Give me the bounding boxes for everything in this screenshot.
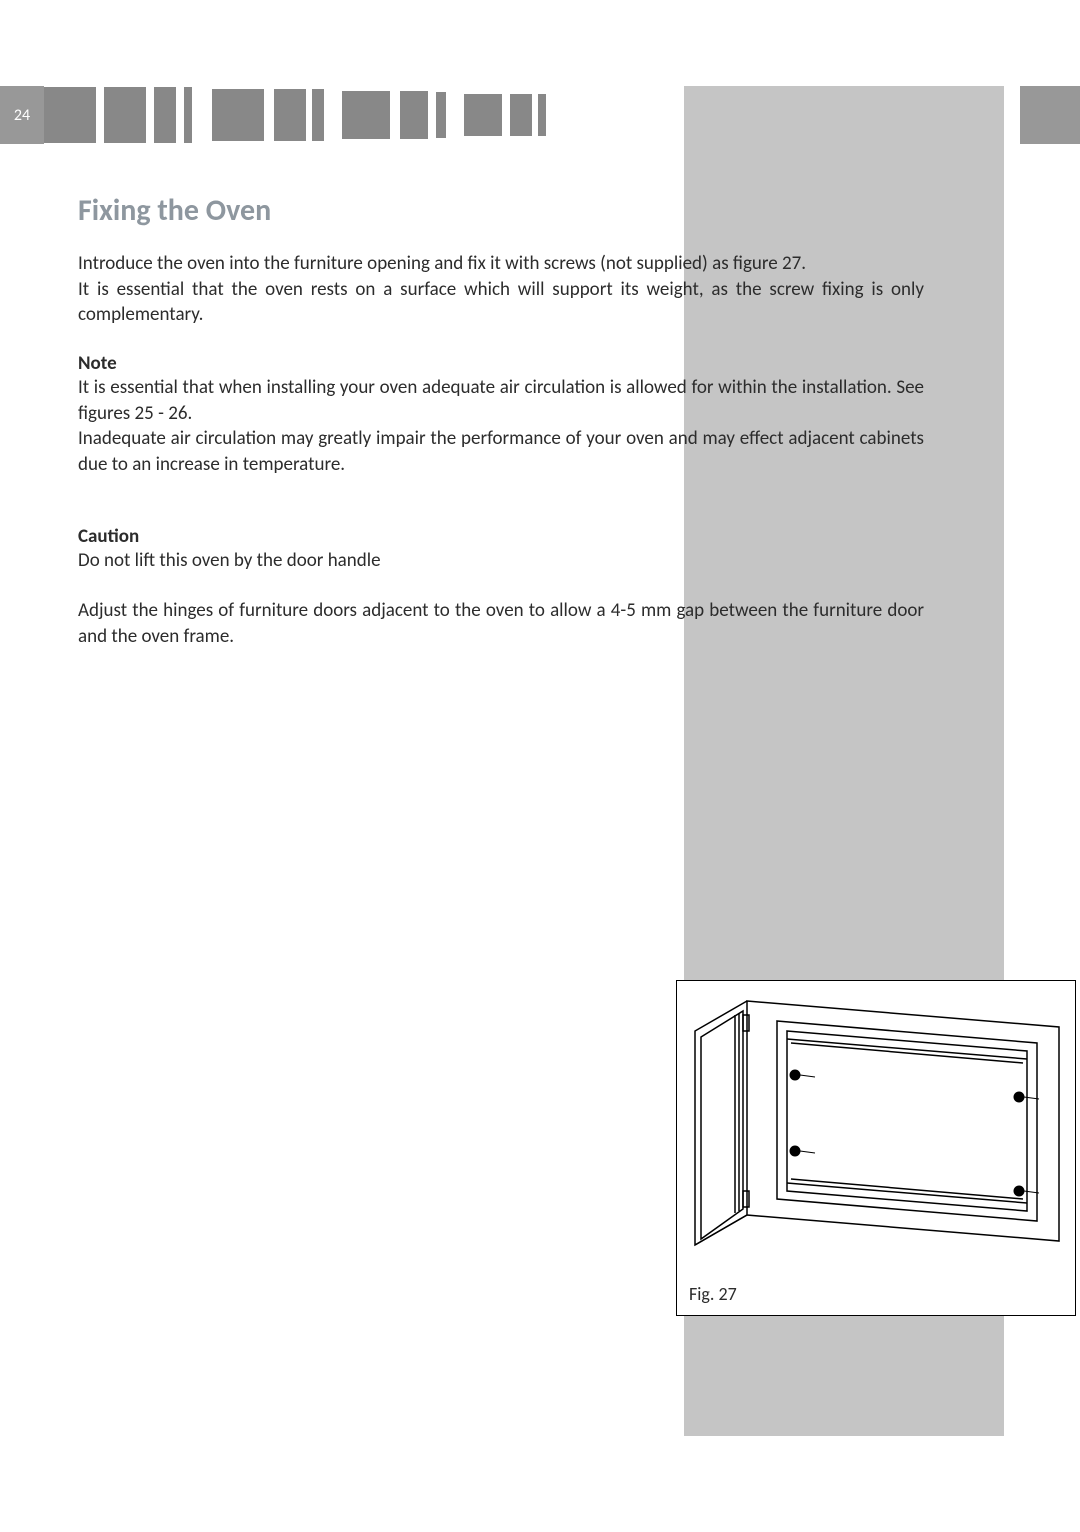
header-bar [184, 87, 192, 143]
caution-block: Caution Do not lift this oven by the doo… [78, 525, 924, 574]
header-decorative-bars [44, 86, 546, 144]
note-paragraph-1: It is essential that when installing you… [78, 375, 924, 426]
intro-paragraph-2: It is essential that the oven rests on a… [78, 277, 924, 328]
right-margin-strip [1020, 86, 1080, 144]
header-bar [104, 87, 146, 143]
header-bar [342, 91, 390, 139]
note-label: Note [78, 352, 924, 375]
header-bar [510, 94, 532, 136]
header-bar [312, 89, 324, 141]
figure-box: Fig. 27 [676, 980, 1076, 1316]
header-bar [212, 89, 264, 141]
page-number: 24 [14, 106, 30, 125]
page-number-strip: 24 [0, 86, 44, 144]
hinge-paragraph: Adjust the hinges of furniture doors adj… [78, 598, 924, 649]
figure-caption: Fig. 27 [689, 1283, 737, 1305]
header-bar [464, 94, 502, 136]
header-bar [44, 87, 96, 143]
oven-diagram-icon [687, 991, 1067, 1281]
caution-paragraph: Do not lift this oven by the door handle [78, 548, 924, 574]
note-block: Note It is essential that when installin… [78, 352, 924, 478]
hinge-block: Adjust the hinges of furniture doors adj… [78, 598, 924, 649]
section-title: Fixing the Oven [78, 192, 924, 229]
content-area: Fixing the Oven Introduce the oven into … [78, 192, 924, 649]
header-bar [538, 94, 546, 136]
caution-label: Caution [78, 525, 924, 548]
note-paragraph-2: Inadequate air circulation may greatly i… [78, 426, 924, 477]
header-bar [154, 87, 176, 143]
header-bar [436, 92, 446, 138]
intro-paragraph-1: Introduce the oven into the furniture op… [78, 251, 924, 277]
header-bar [400, 91, 428, 139]
header-bar [274, 89, 306, 141]
